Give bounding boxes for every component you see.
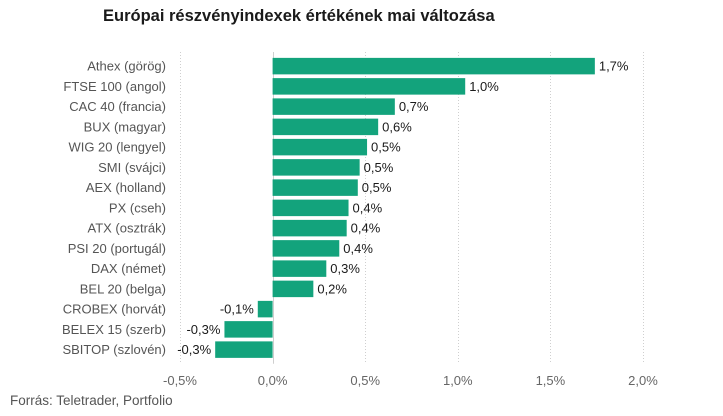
- value-label: 0,4%: [351, 221, 381, 236]
- bar: [272, 57, 595, 75]
- value-label: 0,2%: [317, 281, 347, 296]
- category-label: BELEX 15 (szerb): [62, 322, 166, 337]
- category-label: FTSE 100 (angol): [63, 79, 166, 94]
- bar: [272, 240, 340, 257]
- bar: [272, 159, 360, 176]
- category-label: SMI (svájci): [98, 160, 166, 175]
- value-label: 0,5%: [362, 180, 392, 195]
- bar: [272, 219, 347, 237]
- value-label: 0,3%: [330, 261, 360, 276]
- category-label: CROBEX (horvát): [63, 302, 166, 317]
- bar: [272, 78, 466, 95]
- value-label: 0,4%: [353, 200, 383, 215]
- category-label: DAX (német): [91, 261, 166, 276]
- value-label: 0,5%: [364, 160, 394, 175]
- x-tick-label: 0,0%: [258, 373, 288, 388]
- category-label: PX (cseh): [109, 200, 166, 215]
- category-label: SBITOP (szlovén): [62, 342, 166, 357]
- category-label: PSI 20 (portugál): [68, 241, 166, 256]
- bar: [224, 321, 273, 338]
- bar: [215, 341, 273, 358]
- bar-layer: [215, 57, 595, 358]
- value-label: 1,0%: [469, 79, 499, 94]
- value-label: -0,3%: [186, 322, 220, 337]
- bar: [272, 260, 327, 277]
- bar: [257, 300, 273, 318]
- category-label: CAC 40 (francia): [69, 99, 166, 114]
- bar: [272, 280, 314, 298]
- x-tick-label: 2,0%: [628, 373, 658, 388]
- category-label: BUX (magyar): [84, 119, 166, 134]
- bar: [272, 199, 349, 217]
- x-axis-ticks: -0,5% 0,0% 0,5% 1,0% 1,5% 2,0%: [163, 373, 658, 388]
- category-label: WIG 20 (lengyel): [68, 140, 166, 155]
- x-tick-label: 1,0%: [443, 373, 473, 388]
- value-label: 0,7%: [399, 99, 429, 114]
- x-tick-label: 0,5%: [350, 373, 380, 388]
- value-label: 0,6%: [382, 119, 412, 134]
- x-tick-label: 1,5%: [536, 373, 566, 388]
- x-tick-label: -0,5%: [163, 373, 197, 388]
- value-label: -0,3%: [177, 342, 211, 357]
- value-label: 0,4%: [343, 241, 373, 256]
- value-label: -0,1%: [220, 302, 254, 317]
- bar: [272, 138, 368, 156]
- bar: [272, 118, 379, 136]
- source-note: Forrás: Teletrader, Portfolio: [10, 393, 173, 408]
- category-label: ATX (osztrák): [88, 221, 167, 236]
- bar: [272, 98, 395, 115]
- category-label: BEL 20 (belga): [80, 281, 166, 296]
- value-label: 1,7%: [599, 59, 629, 74]
- label-layer: Athex (görög) 1,7% FTSE 100 (angol) 1,0% CAC…: [62, 59, 629, 358]
- bar: [272, 179, 358, 196]
- category-label: Athex (görög): [87, 59, 166, 74]
- value-label: 0,5%: [371, 140, 401, 155]
- category-label: AEX (holland): [86, 180, 166, 195]
- chart-title: Európai részvényindexek értékének mai vá…: [103, 7, 495, 25]
